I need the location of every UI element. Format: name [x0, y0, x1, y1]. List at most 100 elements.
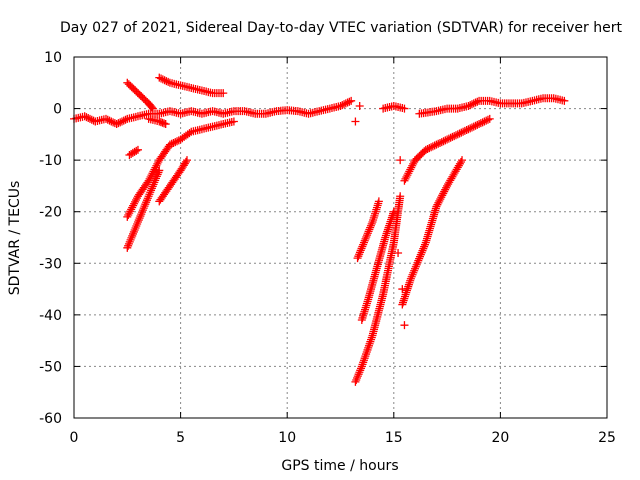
data-point-marker [136, 212, 145, 221]
data-point-marker [430, 141, 439, 150]
data-point-marker [432, 202, 441, 211]
data-point-marker [114, 119, 123, 128]
data-point-marker [356, 246, 365, 255]
data-point-marker [384, 223, 393, 232]
series-arc-d [123, 117, 238, 221]
data-point-marker [148, 104, 157, 113]
data-point-marker [444, 134, 453, 143]
data-point-marker [164, 77, 173, 86]
data-point-marker [386, 217, 395, 226]
data-point-marker [355, 250, 364, 259]
data-point-marker [467, 123, 476, 132]
data-point-marker [367, 219, 376, 228]
series-arc-c [155, 73, 228, 98]
series-arc-e [123, 166, 164, 252]
y-tick-label: 10 [44, 50, 62, 66]
data-point-marker [117, 117, 126, 126]
data-point-marker [400, 176, 409, 185]
y-tick-label: -20 [39, 205, 62, 221]
data-point-marker [124, 239, 133, 248]
data-point-marker [128, 203, 137, 212]
data-point-marker [438, 191, 447, 200]
data-point-marker [127, 233, 136, 242]
data-point-marker [119, 116, 128, 125]
data-point-marker [123, 243, 132, 252]
series-arc-n [379, 101, 409, 113]
data-point-marker [155, 166, 164, 175]
data-point-marker [364, 341, 373, 350]
series-arc-f [155, 156, 191, 206]
series-arc-m [415, 94, 569, 118]
data-point-marker [336, 101, 345, 110]
y-tick-label: -10 [39, 153, 62, 169]
series-baseline [70, 96, 356, 129]
data-point-marker [460, 126, 469, 135]
data-point-marker [400, 104, 409, 113]
series-arc-i [351, 192, 405, 386]
data-point-marker [135, 214, 144, 223]
data-point-marker [165, 140, 174, 149]
data-point-marker [435, 196, 444, 205]
data-point-marker [443, 135, 452, 144]
data-point-marker [343, 98, 352, 107]
data-point-marker [428, 142, 437, 151]
chart-title: Day 027 of 2021, Sidereal Day-to-day VTE… [60, 20, 622, 36]
x-tick-label: 0 [70, 430, 79, 446]
data-point-marker [403, 171, 412, 180]
data-point-marker [417, 248, 426, 257]
data-point-marker [374, 197, 383, 206]
data-point-marker [407, 272, 416, 281]
data-point-marker [138, 208, 147, 217]
data-point-marker [471, 121, 480, 130]
data-point-marker [345, 97, 354, 106]
data-point-marker [129, 227, 138, 236]
data-point-marker [131, 197, 140, 206]
data-point-marker [411, 264, 420, 273]
data-point-marker [347, 96, 356, 105]
data-point-marker [473, 97, 482, 106]
data-point-marker [340, 100, 349, 109]
data-point-marker [354, 370, 363, 379]
data-point-marker [123, 212, 132, 221]
data-point-marker [466, 124, 475, 133]
data-point-marker [448, 132, 457, 141]
data-point-marker [182, 156, 191, 165]
data-point-marker [126, 207, 135, 216]
data-point-marker [415, 254, 424, 263]
data-point-marker [144, 192, 153, 201]
data-point-marker [464, 125, 473, 134]
data-point-marker [471, 98, 480, 107]
data-point-marker [560, 96, 569, 105]
data-point-marker [84, 114, 93, 123]
data-point-marker [150, 178, 159, 187]
data-point-marker [381, 233, 390, 242]
data-point-marker [354, 252, 363, 261]
data-point-marker [142, 196, 151, 205]
data-point-marker [152, 174, 160, 183]
data-point-marker [469, 122, 478, 131]
data-point-marker [473, 120, 482, 129]
data-point-marker [434, 198, 443, 207]
series-scatter [351, 101, 409, 330]
data-point-marker [157, 74, 166, 83]
data-point-marker [457, 128, 466, 137]
data-point-marker [130, 199, 139, 208]
data-point-marker [367, 333, 376, 342]
data-point-marker [407, 163, 416, 172]
data-point-marker [464, 101, 473, 110]
data-point-marker [485, 114, 494, 123]
data-point-marker [423, 144, 432, 153]
data-point-marker [400, 321, 409, 330]
data-point-marker [406, 274, 415, 283]
x-tick-label: 25 [598, 430, 616, 446]
data-point-marker [356, 366, 365, 375]
data-point-marker [366, 221, 375, 230]
data-point-marker [82, 113, 91, 122]
data-point-marker [398, 285, 407, 294]
data-point-marker [133, 220, 142, 229]
data-point-marker [467, 100, 476, 109]
x-tick-label: 5 [176, 430, 185, 446]
data-point-marker [181, 157, 190, 166]
data-point-marker [138, 206, 147, 215]
